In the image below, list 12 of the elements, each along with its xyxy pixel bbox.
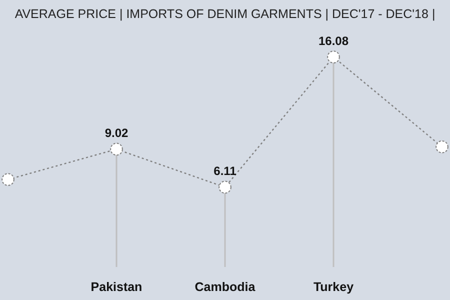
point <box>218 180 232 194</box>
point <box>110 142 123 156</box>
point <box>436 140 448 154</box>
point <box>2 173 14 186</box>
point <box>327 50 340 64</box>
x-tick-label: Turkey <box>313 280 354 294</box>
chart-title: AVERAGE PRICE | IMPORTS OF DENIM GARMENTS | DEC'17 - DEC'18 | <box>14 7 436 21</box>
x-tick-label: Cambodia <box>194 280 256 294</box>
x-tick-label: Pakistan <box>90 280 142 294</box>
data-label: 9.02 <box>104 126 128 140</box>
data-label: 16.08 <box>318 34 349 48</box>
data-label: 6.11 <box>214 164 237 178</box>
